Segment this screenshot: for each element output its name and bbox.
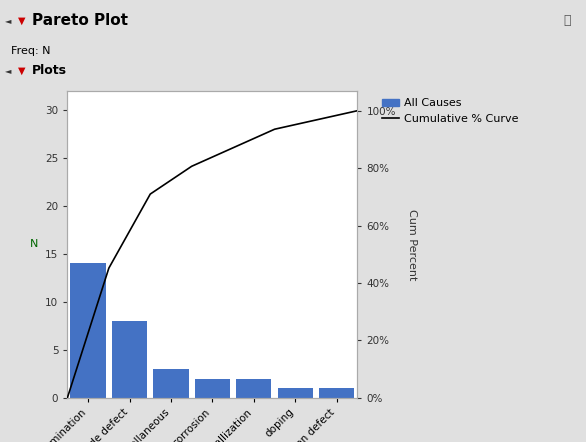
Bar [70,263,105,398]
Bar [154,369,189,398]
Bar [278,388,313,398]
Bar [236,379,271,398]
Y-axis label: N: N [30,239,38,249]
Text: ▼: ▼ [18,65,25,75]
Text: Freq: N: Freq: N [11,46,50,57]
Y-axis label: Cum Percent: Cum Percent [407,209,417,280]
Text: Plots: Plots [32,64,67,77]
Legend: All Causes, Cumulative % Curve: All Causes, Cumulative % Curve [377,94,523,128]
Text: ⧉: ⧉ [564,15,571,27]
Bar [112,321,147,398]
Text: Pareto Plot: Pareto Plot [32,14,128,28]
Bar [319,388,355,398]
Text: ◄: ◄ [5,16,11,26]
Text: ▼: ▼ [18,16,25,26]
Text: ◄: ◄ [5,66,11,75]
Bar [195,379,230,398]
